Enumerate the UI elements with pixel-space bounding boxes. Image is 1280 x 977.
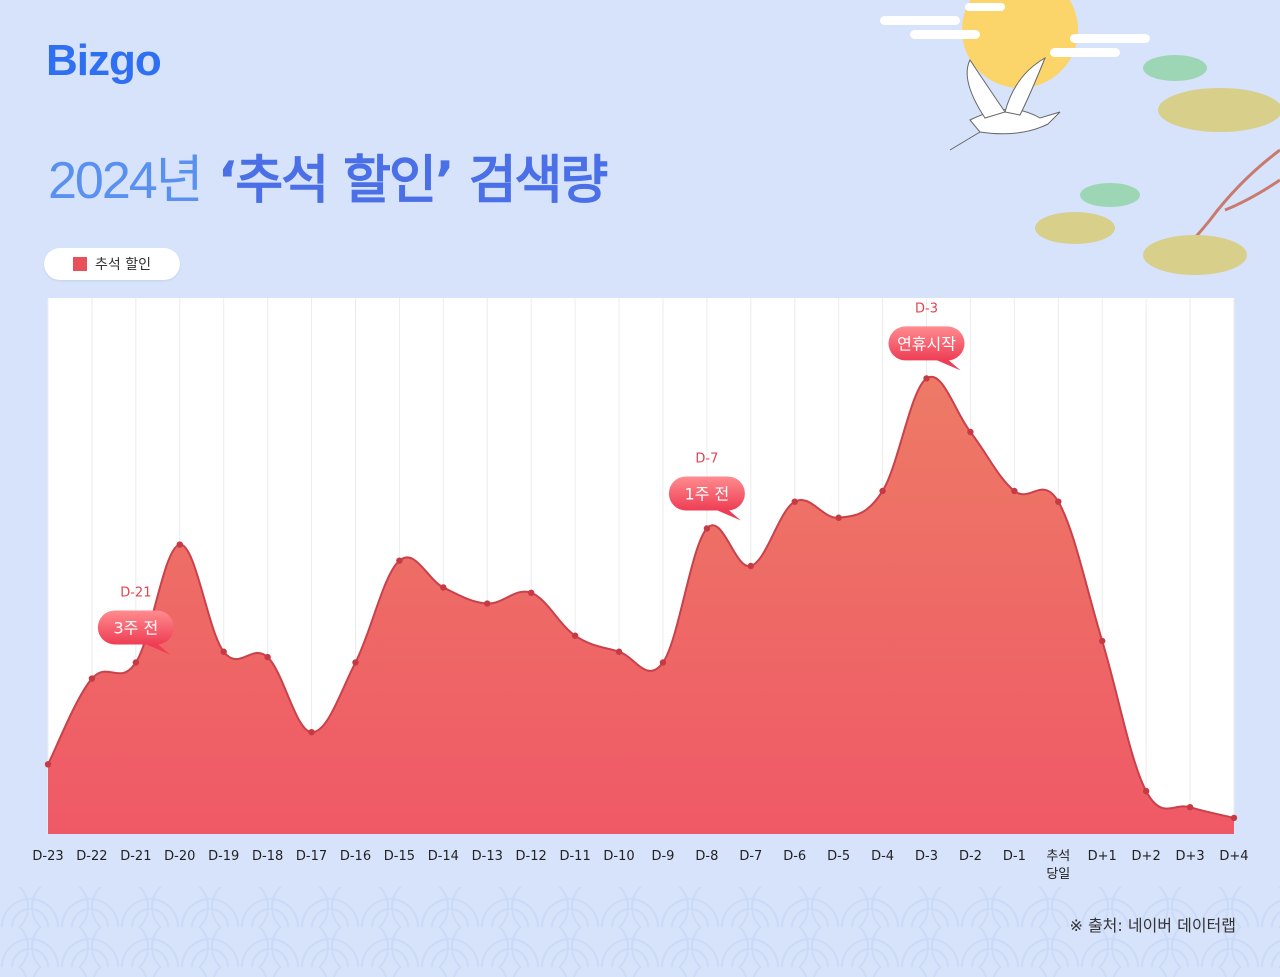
- data-point-4: [176, 541, 183, 548]
- chart-legend: 추석 할인: [44, 248, 180, 280]
- annotation-D-3: 연휴시작 D-3: [888, 301, 965, 371]
- x-tick-label: D+2: [1132, 849, 1161, 864]
- data-point-10: [440, 584, 447, 591]
- x-tick-label: D+1: [1088, 849, 1117, 864]
- data-point-7: [308, 728, 315, 736]
- data-point-6: [264, 653, 271, 661]
- data-point-24: [1055, 498, 1062, 505]
- data-points: [44, 375, 1238, 822]
- annotation-label: 1주 전: [685, 484, 730, 503]
- data-point-2: [88, 675, 96, 682]
- data-point-28: [1230, 814, 1238, 822]
- crane-icon: [949, 56, 1061, 151]
- annotation-D-8: 1주 전 D-7: [668, 451, 745, 521]
- data-point-3: [132, 659, 140, 666]
- data-point-17: [747, 562, 755, 570]
- x-tick-label: D-21: [120, 849, 151, 864]
- x-tick-label: D-12: [516, 849, 547, 864]
- x-tick-label: D-19: [208, 849, 239, 864]
- data-point-26: [1142, 787, 1150, 795]
- data-point-23: [1011, 487, 1018, 495]
- x-tick-label: D-16: [340, 849, 371, 864]
- data-point-13: [571, 632, 579, 639]
- x-tick-label: D-5: [827, 849, 850, 864]
- x-tick-label: D-8: [695, 849, 718, 864]
- data-point-20: [879, 487, 886, 495]
- x-tick-labels: D-23 D-22 D-21 D-20 D-19 D-18 D-17 D-16 D-15 D-14…: [32, 849, 1248, 882]
- x-tick-label: D+4: [1219, 849, 1248, 864]
- data-point-1: [44, 761, 52, 768]
- data-point-22: [967, 428, 974, 436]
- cloud-icon: [880, 3, 1150, 57]
- area-chart: D-23 D-22 D-21 D-20 D-19 D-18 D-17 D-16 D-15 D-14…: [32, 298, 1249, 882]
- x-tick-label: D-15: [384, 849, 415, 864]
- x-tick-label: D-3: [915, 849, 938, 864]
- annotation-D-21: 3주 전 D-21: [97, 585, 174, 655]
- series-line: [47, 375, 1235, 819]
- annotation-day-label: D-21: [120, 585, 151, 600]
- annotation-day-label: D-7: [695, 451, 718, 466]
- x-tick-label: D-23: [32, 849, 63, 864]
- series-area: [47, 375, 1235, 834]
- data-point-19: [835, 514, 842, 521]
- x-tick-label: D+3: [1175, 849, 1204, 864]
- area-fill: [48, 376, 1234, 834]
- annotation-day-label: D-3: [915, 301, 938, 316]
- data-point-21: [923, 375, 930, 382]
- x-tick-label: D-11: [559, 849, 590, 864]
- annotation-label: 3주 전: [113, 618, 158, 637]
- x-tick-label: D-14: [428, 849, 459, 864]
- x-tick-label: D-18: [252, 849, 283, 864]
- x-tick-label: D-2: [959, 849, 982, 864]
- annotation-label: 연휴시작: [897, 334, 956, 353]
- legend-swatch: [73, 257, 87, 271]
- data-point-16: [703, 525, 711, 532]
- x-tick-label: D-22: [76, 849, 107, 864]
- bubble-box: [97, 610, 174, 645]
- x-tick-label: 추석 당일: [1046, 849, 1070, 882]
- title-text: ‘추석 할인’ 검색량: [201, 151, 609, 211]
- x-tick-label: D-9: [651, 849, 674, 864]
- bubble-box: [668, 476, 745, 511]
- x-tick-label: D-1: [1003, 849, 1026, 864]
- wave-pattern-decoration: [0, 887, 1280, 977]
- bubble-box: [888, 326, 965, 361]
- data-point-9: [396, 557, 403, 564]
- x-tick-label: D-10: [603, 849, 634, 864]
- data-point-8: [352, 659, 359, 666]
- data-point-25: [1099, 637, 1106, 645]
- data-point-12: [527, 589, 535, 596]
- pine-branch-icon: [1035, 55, 1280, 275]
- annotations: 3주 전 D-21 1주 전 D-7 연휴시작 D-3: [97, 301, 965, 655]
- x-tick-label: D-20: [164, 849, 195, 864]
- x-tick-label: D-7: [739, 849, 762, 864]
- bubble-tail: [712, 508, 741, 521]
- data-point-15: [659, 659, 667, 666]
- data-point-18: [791, 498, 798, 505]
- decoration-illustration: [880, 0, 1280, 275]
- bubble-tail: [141, 642, 170, 655]
- data-point-5: [220, 648, 227, 655]
- legend-label: 추석 할인: [95, 257, 151, 273]
- moon-icon: [962, 0, 1078, 88]
- x-tick-label: D-4: [871, 849, 894, 864]
- data-point-11: [484, 600, 491, 607]
- bubble-tail: [932, 358, 961, 371]
- source-note: ※ 출처: 네이버 데이터랩: [1069, 916, 1236, 935]
- page-title: 2024년 ‘추석 할인’ 검색량: [48, 138, 609, 213]
- brand-logo: Bizgo: [46, 36, 162, 85]
- x-tick-label: D-17: [296, 849, 327, 864]
- x-tick-label: D-13: [472, 849, 503, 864]
- data-point-27: [1186, 804, 1194, 811]
- title-year: 2024년: [48, 152, 204, 210]
- x-tick-label: D-6: [783, 849, 806, 864]
- data-point-14: [615, 648, 623, 655]
